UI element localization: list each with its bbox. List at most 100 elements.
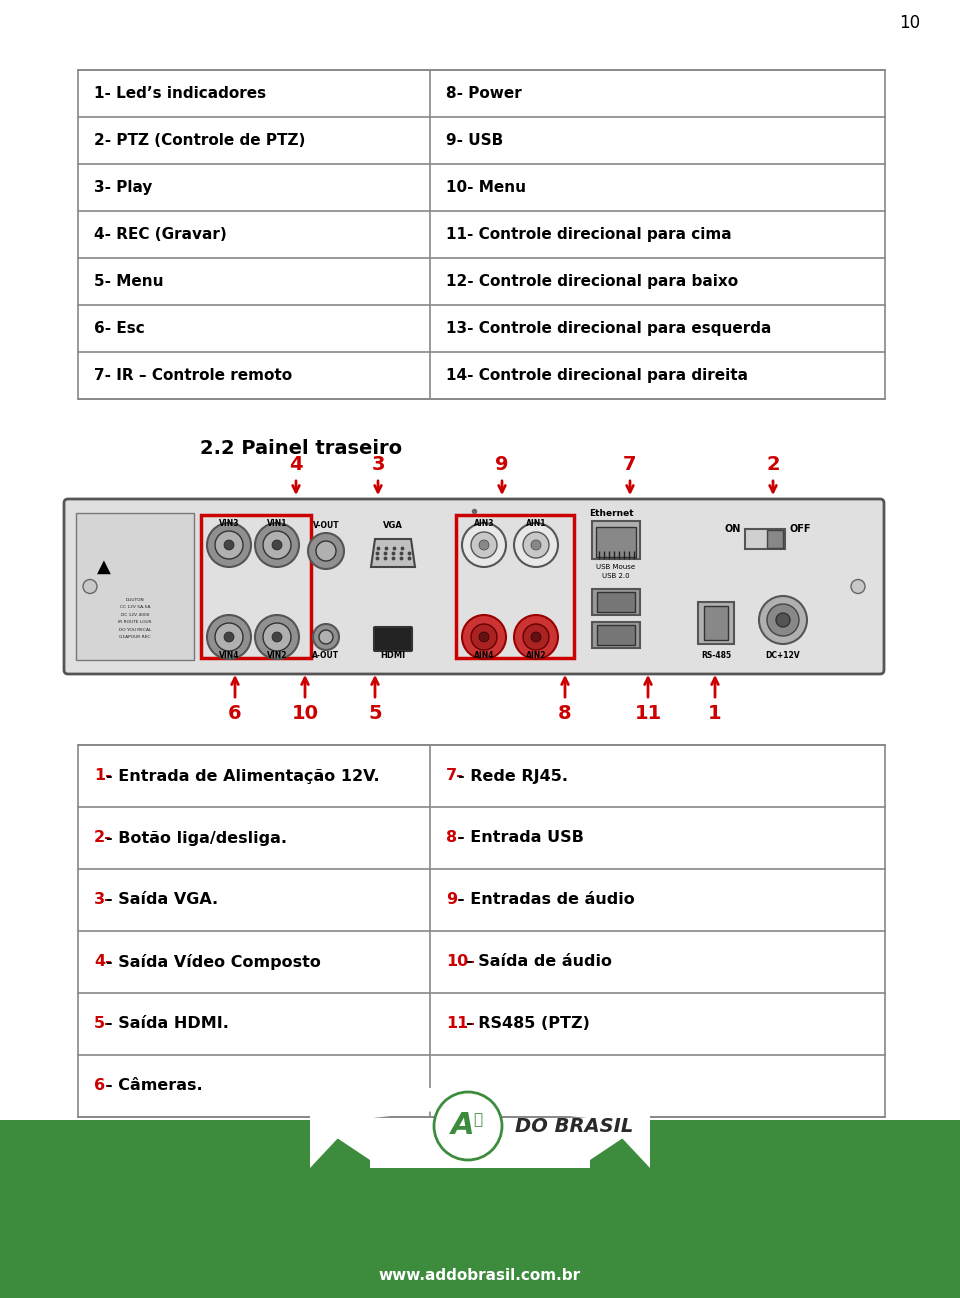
Circle shape — [207, 523, 251, 567]
Text: OFF: OFF — [789, 524, 810, 533]
Text: AIN2: AIN2 — [526, 652, 546, 661]
Text: 14- Controle direcional para direita: 14- Controle direcional para direita — [446, 369, 748, 383]
Bar — [704, 606, 728, 640]
Text: 10-: 10- — [446, 954, 475, 970]
Text: 1-: 1- — [94, 768, 111, 784]
Bar — [592, 520, 640, 559]
Circle shape — [776, 613, 790, 627]
Text: ON: ON — [725, 524, 741, 533]
Text: A: A — [451, 1111, 475, 1141]
Text: RS-485: RS-485 — [701, 652, 732, 661]
Text: AIN3: AIN3 — [473, 518, 494, 527]
Circle shape — [531, 540, 541, 550]
Bar — [597, 626, 635, 645]
Polygon shape — [371, 539, 415, 567]
Text: USB Mouse: USB Mouse — [596, 565, 636, 570]
Circle shape — [272, 540, 282, 550]
FancyBboxPatch shape — [374, 627, 412, 652]
Polygon shape — [590, 1120, 960, 1298]
Circle shape — [479, 540, 489, 550]
Text: 8: 8 — [558, 704, 572, 723]
Text: 7: 7 — [623, 456, 636, 474]
Circle shape — [471, 532, 497, 558]
Text: VIN1: VIN1 — [267, 518, 287, 527]
Circle shape — [434, 1092, 502, 1160]
Circle shape — [462, 523, 506, 567]
Bar — [78, 70, 885, 398]
Text: VGA: VGA — [383, 520, 403, 530]
Circle shape — [531, 632, 541, 643]
Text: DC+12V: DC+12V — [766, 652, 801, 661]
Text: - RS485 (PTZ): - RS485 (PTZ) — [466, 1016, 589, 1032]
Text: USB 2.0: USB 2.0 — [602, 572, 630, 579]
Text: HDMI: HDMI — [380, 652, 405, 661]
Bar — [767, 530, 783, 548]
Text: 4- REC (Gravar): 4- REC (Gravar) — [94, 227, 227, 241]
Text: 9-: 9- — [446, 893, 464, 907]
Text: 3: 3 — [372, 456, 385, 474]
Circle shape — [514, 523, 558, 567]
Circle shape — [479, 632, 489, 643]
Circle shape — [471, 624, 497, 650]
Text: - Entrada USB: - Entrada USB — [458, 831, 584, 845]
Circle shape — [313, 624, 339, 650]
Text: 5: 5 — [369, 704, 382, 723]
Bar — [698, 602, 734, 644]
Text: 11: 11 — [635, 704, 661, 723]
Text: CC 12V 5A,5A: CC 12V 5A,5A — [120, 605, 150, 609]
Text: 🌿: 🌿 — [473, 1112, 483, 1128]
Circle shape — [316, 541, 336, 561]
Text: 8-: 8- — [446, 831, 464, 845]
Text: 6: 6 — [228, 704, 242, 723]
Text: 2: 2 — [766, 456, 780, 474]
Text: 8- Power: 8- Power — [446, 86, 521, 101]
Text: - Entradas de áudio: - Entradas de áudio — [458, 893, 635, 907]
Text: 9- USB: 9- USB — [446, 132, 503, 148]
Text: G1APOUR REC: G1APOUR REC — [119, 635, 151, 640]
Text: V-OUT: V-OUT — [313, 520, 339, 530]
Text: 7- IR – Controle remoto: 7- IR – Controle remoto — [94, 369, 292, 383]
Text: AIN1: AIN1 — [526, 518, 546, 527]
Circle shape — [272, 632, 282, 643]
Text: VIN4: VIN4 — [219, 652, 239, 661]
Text: - Rede RJ45.: - Rede RJ45. — [458, 768, 568, 784]
Circle shape — [263, 623, 291, 652]
Circle shape — [255, 615, 299, 659]
Circle shape — [851, 579, 865, 593]
Text: DUUTON: DUUTON — [126, 598, 144, 602]
Circle shape — [207, 615, 251, 659]
Text: 5- Menu: 5- Menu — [94, 274, 163, 289]
Text: 9: 9 — [495, 456, 509, 474]
Text: Ethernet: Ethernet — [588, 509, 634, 518]
Bar — [596, 527, 636, 557]
Text: 3-: 3- — [94, 893, 111, 907]
Polygon shape — [0, 1120, 370, 1298]
Text: DO YOU RECAL: DO YOU RECAL — [119, 628, 151, 632]
Text: 2-: 2- — [94, 831, 111, 845]
Text: DC 12V 4000: DC 12V 4000 — [121, 613, 149, 617]
Text: 4-: 4- — [94, 954, 111, 970]
Circle shape — [215, 623, 243, 652]
Circle shape — [523, 532, 549, 558]
Text: DO BRASIL: DO BRASIL — [515, 1116, 634, 1136]
Text: - Entrada de Alimentação 12V.: - Entrada de Alimentação 12V. — [106, 768, 379, 784]
Text: VIN2: VIN2 — [267, 652, 287, 661]
Text: 5-: 5- — [94, 1016, 111, 1032]
Text: www.addobrasil.com.br: www.addobrasil.com.br — [379, 1268, 581, 1284]
Circle shape — [523, 624, 549, 650]
Text: 11-: 11- — [446, 1016, 475, 1032]
Text: 10: 10 — [292, 704, 319, 723]
Text: VIN3: VIN3 — [219, 518, 239, 527]
Bar — [592, 589, 640, 615]
Polygon shape — [310, 1088, 650, 1168]
Text: 10: 10 — [900, 14, 921, 32]
Text: - Botão liga/desliga.: - Botão liga/desliga. — [106, 831, 287, 845]
Text: - Saída Vídeo Composto: - Saída Vídeo Composto — [106, 954, 321, 970]
Circle shape — [514, 615, 558, 659]
Text: 4: 4 — [289, 456, 302, 474]
Bar — [0, 1168, 960, 1298]
Bar — [592, 622, 640, 648]
Circle shape — [215, 531, 243, 559]
Text: 12- Controle direcional para baixo: 12- Controle direcional para baixo — [446, 274, 738, 289]
Circle shape — [767, 604, 799, 636]
